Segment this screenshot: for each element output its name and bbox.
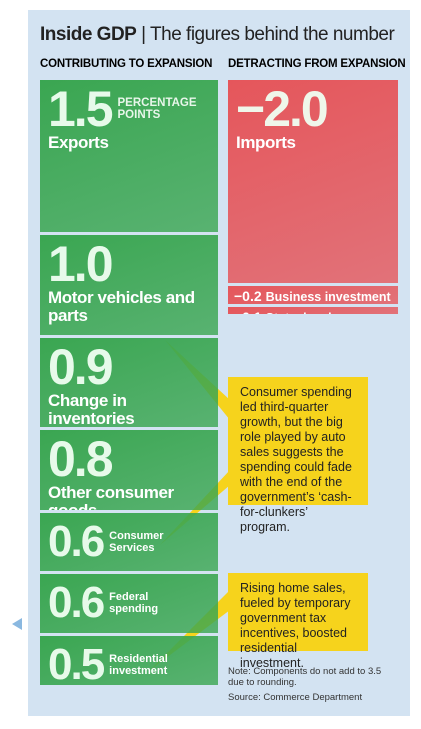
arrow xyxy=(12,618,22,630)
bar: 0.5 Residential investment xyxy=(40,636,218,685)
value-label: 0.8 xyxy=(48,431,114,488)
series-header: CONTRIBUTING TO EXPANSION xyxy=(40,58,213,70)
value-label: −0.2 xyxy=(234,288,262,304)
annotation: Rising home sales, fueled by temporary g… xyxy=(228,573,368,670)
chart-subtitle: The figures behind the number xyxy=(150,24,395,45)
value-row: 0.5 Residential investment xyxy=(48,640,210,685)
value-label: −0.1 xyxy=(234,309,262,314)
bar: 0.9 Change in inventories xyxy=(40,337,218,428)
category-label: Change in inventories xyxy=(48,390,135,428)
value-label: 0.6 xyxy=(48,516,105,566)
source: Source: Commerce Department xyxy=(228,692,363,703)
category-label: State, local government xyxy=(234,311,332,314)
bar: 0.6 Federal spending xyxy=(40,574,218,634)
note: Note: Components do not add to 3.5 due t… xyxy=(228,666,382,688)
value-row: 1.5 PERCENTAGE POINTS xyxy=(48,84,210,134)
bar: 1.5 PERCENTAGE POINTS Exports xyxy=(40,80,218,232)
value-row: 0.6 Federal spending xyxy=(48,578,210,628)
category-label: Exports xyxy=(48,133,109,152)
category-label: Federal spending xyxy=(109,591,159,616)
value-label: −2.0 xyxy=(236,81,329,137)
bar: −0.2 Business investment xyxy=(228,286,398,304)
value-label: 0.9 xyxy=(48,338,114,395)
unit-label: PERCENTAGE POINTS xyxy=(117,97,197,121)
chart-title: Inside GDP xyxy=(40,24,137,45)
category-label: Imports xyxy=(236,133,296,152)
value-label: 0.6 xyxy=(48,578,105,628)
value-label: 1.5 xyxy=(48,81,114,137)
category-label: Residential investment xyxy=(109,653,168,678)
value-row: −2.0 xyxy=(236,84,390,134)
bar: −0.1State, local government xyxy=(228,306,398,314)
title-row: Inside GDP | The figures behind the numb… xyxy=(40,24,395,45)
series-header: DETRACTING FROM EXPANSION xyxy=(228,58,406,70)
bar: 0.6 Consumer Services xyxy=(40,512,218,572)
value-row: 0.6 Consumer Services xyxy=(48,517,210,567)
category-label: Consumer Services xyxy=(109,529,164,554)
category-label: Motor vehicles and parts xyxy=(48,287,195,325)
value-row: 0.8 xyxy=(48,434,210,484)
value-label: 0.5 xyxy=(48,640,105,685)
category-label: Other consumer goods xyxy=(48,483,174,510)
category-label: Business investment xyxy=(265,290,391,304)
value-row: 1.0 xyxy=(48,239,210,289)
value-row: 0.9 xyxy=(48,342,210,392)
bar: −2.0 Imports xyxy=(228,80,398,283)
bar: 1.0 Motor vehicles and parts xyxy=(40,234,218,335)
value-label: 1.0 xyxy=(48,235,114,292)
annotation: Consumer spending led third-quarter grow… xyxy=(228,377,368,534)
